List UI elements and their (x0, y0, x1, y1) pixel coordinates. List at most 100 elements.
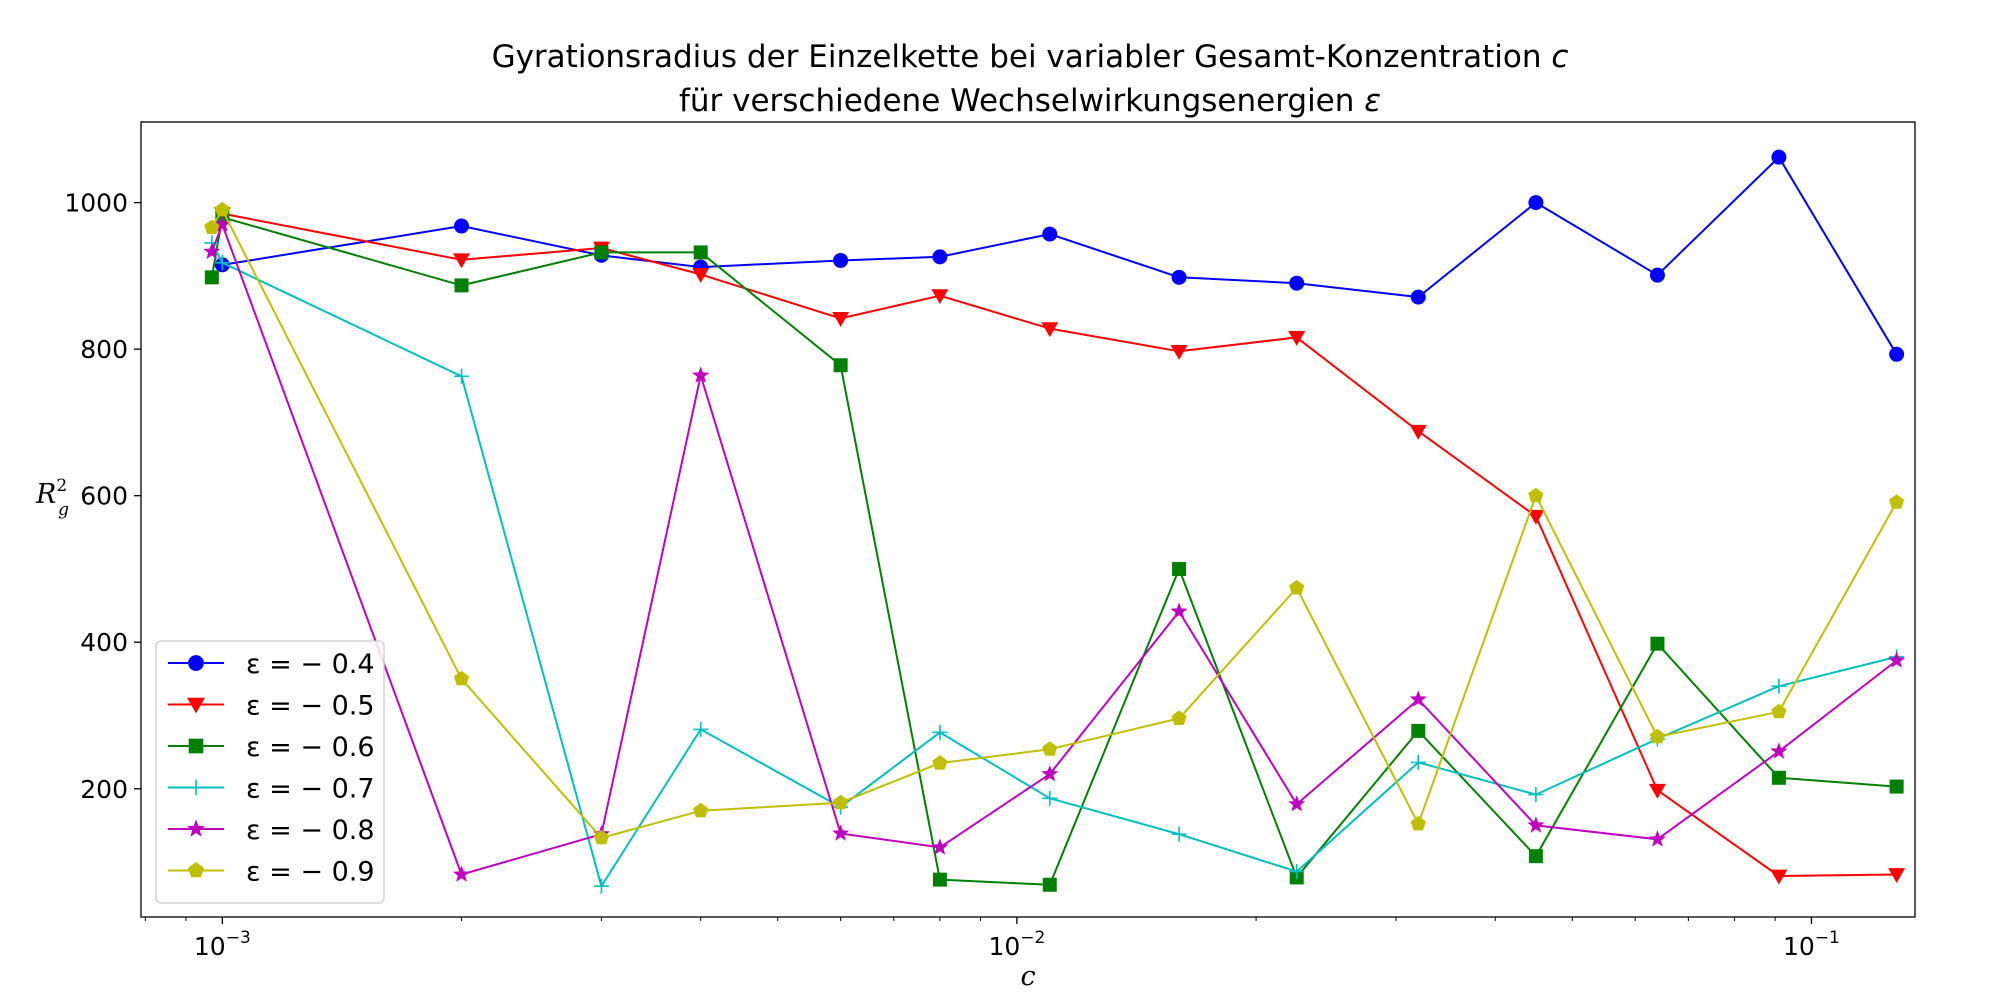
data-point (453, 670, 470, 686)
legend: ε = − 0.4 ε = − 0.5 ε = − 0.6 ε = − 0.7 ε = … (155, 640, 385, 904)
legend-marker (188, 655, 204, 671)
legend-entry: ε = − 0.7 (168, 774, 375, 805)
data-point (1288, 331, 1306, 346)
series-line (210, 223, 1898, 876)
data-point (1042, 226, 1058, 242)
legend-marker (187, 819, 205, 837)
data-point (1411, 723, 1426, 738)
data-point (1527, 816, 1545, 833)
legend-label: ε = − 0.8 (246, 815, 375, 846)
data-point (1171, 269, 1187, 285)
data-point (1770, 869, 1788, 885)
chart-title-line1: Gyrationsradius der Einzelkette bei vari… (492, 39, 1569, 75)
y-axis-label: R2 g (35, 476, 69, 520)
data-point (1042, 741, 1058, 756)
data-point (1649, 728, 1666, 744)
data-point (454, 278, 469, 293)
series-6 (204, 201, 1905, 845)
legend-label: ε = − 0.5 (246, 691, 375, 722)
x-tick-label: 10−3 (194, 928, 251, 961)
data-point (1171, 710, 1187, 725)
legend-label: ε = − 0.7 (246, 774, 375, 805)
plot-frame (140, 121, 1916, 918)
series-line (210, 216, 1897, 886)
data-point (203, 242, 221, 259)
data-point (1888, 651, 1906, 668)
data-point (1889, 346, 1905, 362)
data-point (1889, 779, 1904, 794)
data-point (932, 724, 948, 740)
x-axis-ticks: 10−3 10−2 10−1 (144, 917, 1840, 961)
data-point (1889, 494, 1905, 509)
data-point (1527, 509, 1545, 525)
data-point (453, 253, 471, 269)
data-point (832, 824, 850, 841)
data-point (204, 219, 220, 234)
legend-entry: ε = − 0.5 (168, 691, 375, 722)
data-point (1648, 830, 1666, 847)
data-point (1410, 754, 1426, 770)
data-point (932, 755, 948, 770)
data-point (1771, 770, 1786, 785)
data-point (1042, 877, 1057, 892)
plot-area: 10−3 10−2 10−1 200 400 600 800 1000 (64, 121, 1916, 961)
y-axis-label-sub: g (58, 500, 69, 520)
series-4 (204, 235, 1905, 894)
data-point (931, 289, 949, 305)
data-point (1771, 149, 1787, 165)
legend-label: ε = − 0.4 (246, 649, 375, 680)
series-line (210, 208, 1898, 839)
data-point (1042, 790, 1058, 806)
y-tick-label: 400 (80, 628, 128, 657)
data-point (1648, 783, 1666, 799)
series-5 (203, 215, 1906, 882)
legend-entry: ε = − 0.4 (168, 649, 375, 680)
chart-title-line1-text: Gyrationsradius der Einzelkette bei vari… (492, 39, 1542, 75)
data-point (1771, 703, 1787, 719)
data-point (833, 252, 849, 268)
legend-entry: ε = − 0.8 (168, 815, 375, 846)
chart-title-line1-symbol: c (1551, 39, 1568, 75)
legend-marker (188, 738, 204, 754)
data-point (1410, 289, 1426, 305)
data-point (692, 268, 710, 283)
chart-title-line2-symbol: ε (1364, 83, 1381, 119)
data-point (1170, 602, 1188, 619)
series-layer (203, 149, 1906, 894)
y-tick-label: 600 (80, 482, 128, 511)
data-point (1771, 678, 1787, 694)
data-point (833, 794, 849, 810)
legend-marker (187, 697, 205, 714)
x-tick-label: 10−1 (1783, 928, 1840, 961)
series-2 (213, 207, 1906, 885)
legend-marker (188, 862, 204, 878)
chart-title-line2-text: für verschiedene Wechselwirkungsenergien (679, 83, 1354, 119)
data-point (454, 368, 470, 384)
series-3 (204, 210, 1904, 892)
data-point (932, 872, 947, 887)
data-point (1649, 267, 1665, 283)
data-point (1888, 868, 1906, 884)
series-line (222, 156, 1898, 355)
y-tick-label: 1000 (64, 189, 128, 218)
x-tick-label: 10−2 (988, 928, 1045, 961)
data-point (204, 270, 219, 285)
data-point (1528, 787, 1544, 803)
x-axis-label: c (1020, 961, 1035, 992)
data-point (693, 245, 708, 260)
data-point (693, 802, 709, 818)
data-point (454, 218, 470, 234)
legend-items: ε = − 0.4 ε = − 0.5 ε = − 0.6 ε = − 0.7 ε = … (168, 649, 375, 888)
data-point (1041, 765, 1059, 782)
data-point (1770, 742, 1788, 759)
data-point (1170, 344, 1188, 360)
data-point (593, 829, 609, 845)
chart-title-line2: für verschiedene Wechselwirkungsenergien… (679, 83, 1381, 119)
data-point (1528, 195, 1544, 211)
data-point (214, 255, 230, 271)
data-point (214, 201, 230, 217)
data-point (1409, 424, 1427, 440)
data-point (1289, 275, 1305, 291)
data-point (1172, 561, 1187, 576)
